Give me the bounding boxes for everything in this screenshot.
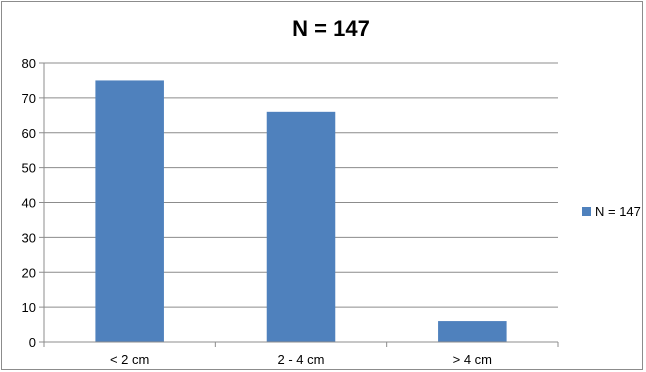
y-tick-label: 60 xyxy=(22,126,36,141)
y-tick-label: 10 xyxy=(22,300,36,315)
legend-swatch xyxy=(582,207,591,216)
x-axis-ticks: < 2 cm 2 - 4 cm > 4 cm xyxy=(43,342,559,367)
y-axis-ticks: 0 10 20 30 40 50 60 70 80 xyxy=(22,56,44,350)
y-tick-label: 0 xyxy=(29,335,36,350)
bar xyxy=(95,80,164,342)
bar xyxy=(266,111,336,342)
y-tick-label: 50 xyxy=(22,161,36,176)
bars xyxy=(95,80,507,342)
legend: N = 147 xyxy=(582,204,641,219)
y-tick-label: 30 xyxy=(22,230,36,245)
y-tick-label: 80 xyxy=(22,56,36,71)
x-tick-label: 2 - 4 cm xyxy=(278,352,325,367)
y-tick-label: 40 xyxy=(22,196,36,211)
y-tick-label: 70 xyxy=(22,91,36,106)
x-tick-label: < 2 cm xyxy=(110,352,149,367)
y-tick-label: 20 xyxy=(22,265,36,280)
x-tick-label: > 4 cm xyxy=(453,352,492,367)
bar xyxy=(438,321,507,342)
legend-label: N = 147 xyxy=(595,204,641,219)
chart-title: N = 147 xyxy=(292,16,370,41)
